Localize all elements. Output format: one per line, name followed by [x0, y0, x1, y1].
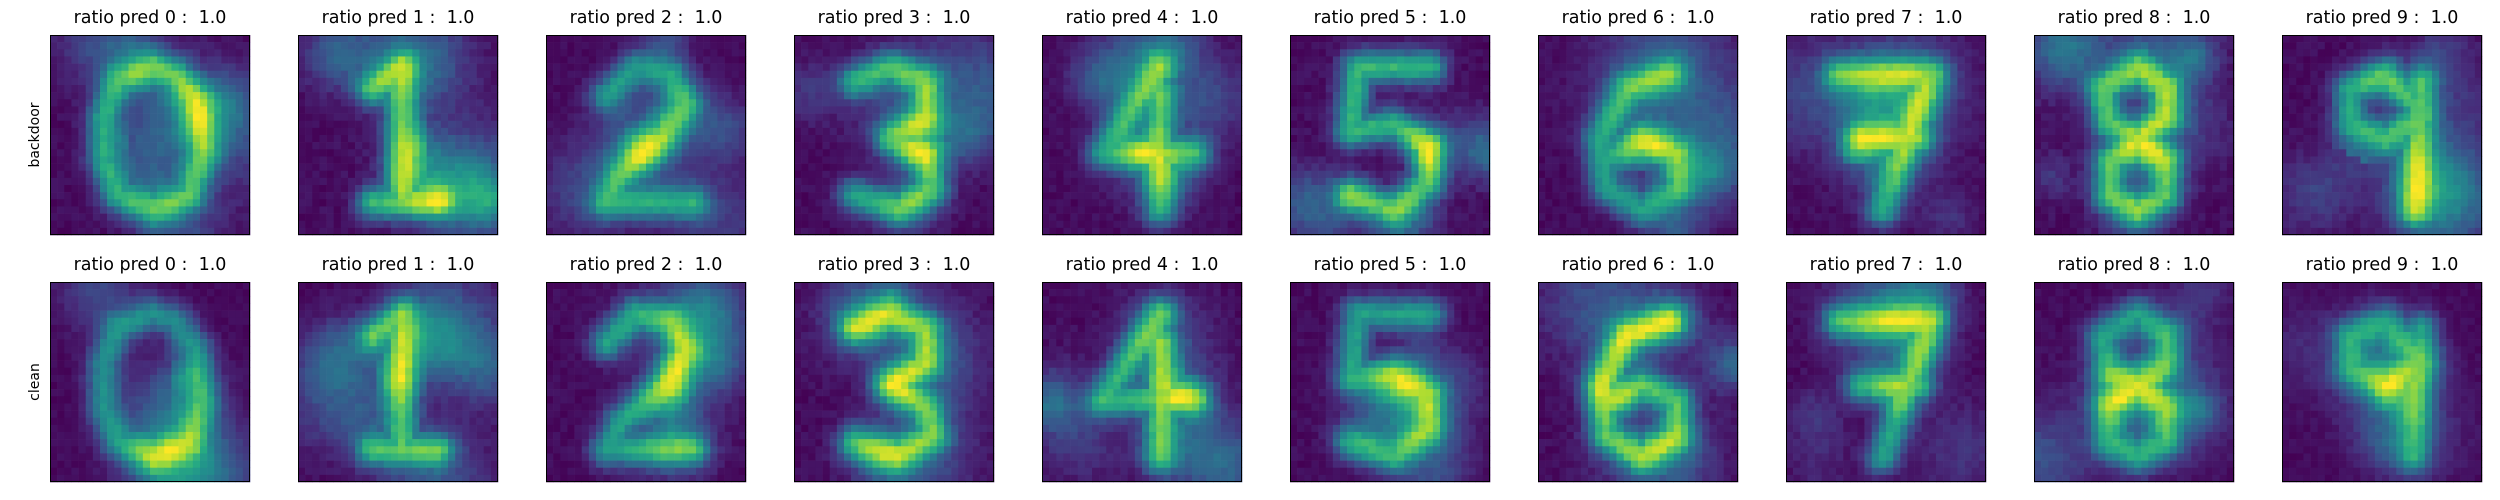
panel-title: ratio pred 7 : 1.0 [1809, 255, 1963, 275]
panel-frame [1538, 282, 1738, 482]
panel-frame [2034, 282, 2234, 482]
panel-frame [794, 35, 994, 235]
panel-frame [1786, 35, 1986, 235]
panel-title: ratio pred 4 : 1.0 [1065, 255, 1219, 275]
heatmap-clean-0 [50, 282, 251, 483]
row-label-clean: clean [27, 363, 43, 401]
panel-title: ratio pred 6 : 1.0 [1561, 255, 1715, 275]
panel-title: ratio pred 3 : 1.0 [817, 8, 971, 28]
heatmap-backdoor-1 [298, 35, 499, 236]
panel-frame [1290, 282, 1490, 482]
panel-frame [1290, 35, 1490, 235]
panel-title: ratio pred 5 : 1.0 [1313, 255, 1467, 275]
row-label-backdoor: backdoor [27, 102, 43, 168]
heatmap-clean-2 [546, 282, 747, 483]
heatmap-backdoor-0 [50, 35, 251, 236]
panel-frame [1538, 35, 1738, 235]
heatmap-backdoor-7 [1786, 35, 1987, 236]
heatmap-backdoor-9 [2282, 35, 2483, 236]
panel-title: ratio pred 4 : 1.0 [1065, 8, 1219, 28]
panel-frame [2282, 282, 2482, 482]
panel-frame [298, 35, 498, 235]
panel-frame [1042, 35, 1242, 235]
panel-title: ratio pred 7 : 1.0 [1809, 8, 1963, 28]
panel-frame [1786, 282, 1986, 482]
heatmap-clean-9 [2282, 282, 2483, 483]
heatmap-clean-4 [1042, 282, 1243, 483]
panel-frame [298, 282, 498, 482]
panel-frame [2034, 35, 2234, 235]
panel-title: ratio pred 9 : 1.0 [2305, 255, 2459, 275]
heatmap-clean-3 [794, 282, 995, 483]
panel-title: ratio pred 8 : 1.0 [2057, 8, 2211, 28]
panel-title: ratio pred 0 : 1.0 [73, 255, 227, 275]
heatmap-backdoor-3 [794, 35, 995, 236]
panel-title: ratio pred 1 : 1.0 [321, 8, 475, 28]
panel-title: ratio pred 5 : 1.0 [1313, 8, 1467, 28]
panel-title: ratio pred 6 : 1.0 [1561, 8, 1715, 28]
panel-title: ratio pred 2 : 1.0 [569, 8, 723, 28]
panel-frame [2282, 35, 2482, 235]
panel-frame [546, 35, 746, 235]
panel-frame [50, 35, 250, 235]
panel-title: ratio pred 2 : 1.0 [569, 255, 723, 275]
panel-frame [546, 282, 746, 482]
heatmap-clean-8 [2034, 282, 2235, 483]
heatmap-clean-7 [1786, 282, 1987, 483]
heatmap-backdoor-6 [1538, 35, 1739, 236]
heatmap-backdoor-8 [2034, 35, 2235, 236]
panel-title: ratio pred 1 : 1.0 [321, 255, 475, 275]
panel-title: ratio pred 3 : 1.0 [817, 255, 971, 275]
heatmap-backdoor-4 [1042, 35, 1243, 236]
panel-frame [50, 282, 250, 482]
heatmap-clean-1 [298, 282, 499, 483]
panel-title: ratio pred 0 : 1.0 [73, 8, 227, 28]
heatmap-clean-5 [1290, 282, 1491, 483]
heatmap-backdoor-2 [546, 35, 747, 236]
heatmap-clean-6 [1538, 282, 1739, 483]
panel-frame [1042, 282, 1242, 482]
panel-title: ratio pred 9 : 1.0 [2305, 8, 2459, 28]
panel-frame [794, 282, 994, 482]
panel-title: ratio pred 8 : 1.0 [2057, 255, 2211, 275]
heatmap-backdoor-5 [1290, 35, 1491, 236]
